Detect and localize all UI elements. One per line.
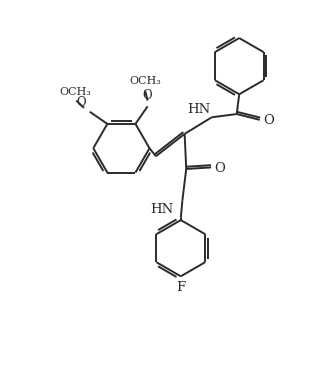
Text: O: O — [143, 89, 152, 102]
Text: O: O — [214, 161, 225, 174]
Text: O: O — [263, 114, 274, 127]
Text: OCH₃: OCH₃ — [129, 76, 161, 86]
Text: HN: HN — [187, 103, 211, 116]
Text: F: F — [176, 281, 185, 294]
Text: OCH₃: OCH₃ — [60, 87, 92, 97]
Text: O: O — [76, 95, 86, 109]
Text: HN: HN — [150, 203, 174, 216]
